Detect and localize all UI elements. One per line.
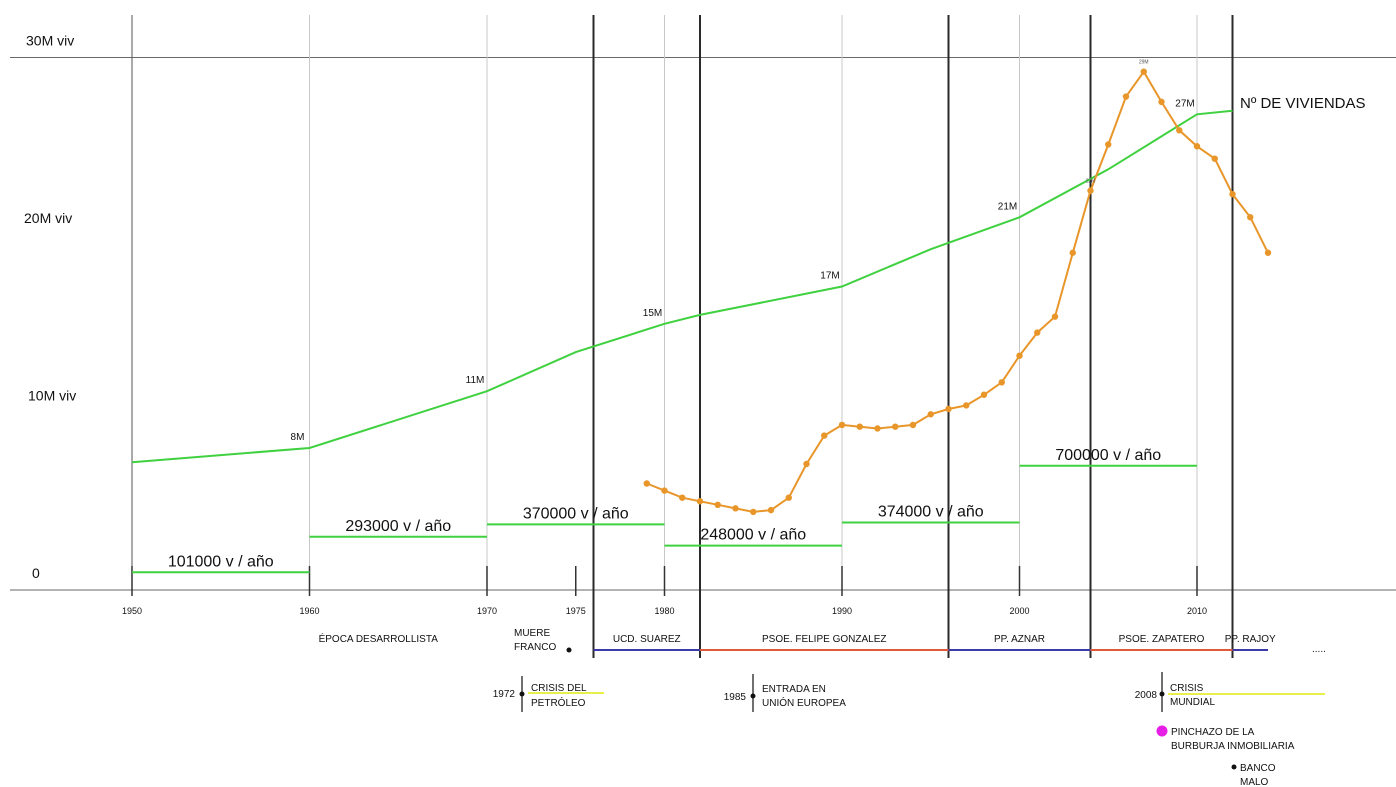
series-layer (131, 68, 1272, 574)
period-label: PP. RAJOY (1225, 634, 1276, 645)
series-point-label: 21M (998, 201, 1017, 212)
series-point-label: 29M (1139, 60, 1149, 66)
series-point (803, 460, 810, 468)
series-point (1176, 127, 1183, 134)
series-point (785, 494, 792, 501)
ellipsis-text: ..... (1312, 644, 1326, 655)
event-year: 2008 (1135, 690, 1158, 701)
x-tick-label: 1960 (299, 606, 319, 616)
period-label: PP. AZNAR (994, 634, 1045, 645)
x-tick-label: 1990 (832, 606, 852, 616)
series-point (696, 498, 704, 505)
series-point (1247, 214, 1254, 221)
event-marker (1159, 691, 1165, 697)
rate-level-label: 101000 v / año (168, 553, 274, 570)
series-point (1264, 249, 1272, 256)
event-label-line: FRANCO (514, 642, 556, 653)
event-label-line: BANCO (1240, 763, 1276, 774)
series-point (909, 421, 917, 429)
event-label-line: PETRÓLEO (531, 696, 586, 709)
event-label-line: MUERE (514, 628, 550, 639)
series-point (963, 402, 970, 409)
series-point (892, 423, 899, 430)
label-layer: 0 10M viv 20M viv 30M viv 1950 1960 1970 1975 19… (24, 33, 1366, 617)
series-point (750, 508, 757, 516)
legend-label: Nº DE VIVIENDAS (1240, 95, 1366, 112)
x-tick-label: 1980 (654, 606, 674, 616)
series-point (874, 425, 881, 432)
rate-level-label: 374000 v / año (878, 504, 984, 521)
period-label: ÉPOCA DESARROLLISTA (319, 632, 439, 645)
series-point (1051, 313, 1059, 320)
series-point (1087, 187, 1094, 194)
series-point-label: 17M (820, 270, 839, 281)
event-marker (1231, 764, 1237, 770)
event-marker (519, 691, 525, 697)
x-tick-label: 1975 (566, 606, 586, 616)
event-year: 1972 (493, 689, 516, 700)
series-point (945, 405, 952, 413)
event-marker (566, 647, 572, 653)
y-axis-label: 30M viv (26, 33, 74, 49)
series-point (856, 423, 863, 430)
y-axis-label: 10M viv (28, 388, 76, 404)
series-point (714, 501, 721, 508)
series-point (998, 379, 1005, 386)
event-marker-bubble (1156, 725, 1168, 737)
series-point (1105, 141, 1112, 148)
series-point (1069, 249, 1076, 256)
series-point (1016, 352, 1023, 359)
series-point (1193, 143, 1201, 150)
rate-level-label: 370000 v / año (523, 505, 629, 522)
event-label-line: MUNDIAL (1170, 697, 1215, 708)
event-label-line: BURBURJA INMOBILIARIA (1171, 741, 1295, 752)
series-point (1122, 93, 1130, 100)
event-label-line: CRISIS DEL (531, 683, 587, 694)
series-point (1211, 155, 1218, 162)
y-axis-label: 20M viv (24, 210, 72, 226)
event-label-line: PINCHAZO DE LA (1171, 727, 1255, 738)
series-point (1158, 98, 1165, 106)
event-marker (750, 693, 756, 699)
series-point (838, 421, 846, 429)
series-line (646, 69, 1269, 513)
event-label-line: ENTRADA EN (762, 684, 826, 695)
x-tick-label: 2000 (1009, 606, 1029, 616)
period-label: UCD. SUAREZ (613, 634, 681, 645)
x-tick-label: 1950 (122, 606, 142, 616)
y-axis-label: 0 (32, 565, 40, 581)
series-point (732, 505, 739, 512)
rate-level-label: 293000 v / año (345, 518, 451, 535)
rate-level-label: 248000 v / año (700, 527, 806, 544)
series-point-label: 15M (643, 308, 662, 319)
event-label-line: UNIÓN EUROPEA (762, 696, 846, 709)
period-label: PSOE. ZAPATERO (1119, 634, 1205, 645)
series-point (643, 480, 650, 487)
series-point-label: 11M (466, 375, 485, 386)
grid-layer (10, 15, 1396, 658)
series-point (767, 506, 775, 514)
series-point (661, 487, 668, 494)
series-point (1140, 68, 1147, 75)
series-point-label: 8M (291, 432, 305, 443)
series-point (679, 494, 686, 501)
series-point (1034, 329, 1041, 336)
period-label: PSOE. FELIPE GONZALEZ (762, 634, 886, 645)
series-point-label: 22M (1086, 179, 1096, 185)
event-label-line: CRISIS (1170, 683, 1204, 694)
x-tick-label: 1970 (477, 606, 497, 616)
series-point (927, 411, 934, 418)
event-year: 1985 (724, 692, 747, 703)
series-point (821, 432, 828, 439)
x-tick-label: 2010 (1187, 606, 1207, 616)
event-label-line: MALO (1240, 777, 1269, 787)
series-point-label: 27M (1175, 98, 1194, 109)
series-point (980, 391, 988, 398)
series-point (1229, 190, 1236, 198)
rate-level-label: 700000 v / año (1055, 447, 1161, 464)
timeline-layer: ÉPOCA DESARROLLISTA UCD. SUAREZ PSOE. FELI… (319, 628, 1326, 787)
series-line (131, 109, 1233, 464)
